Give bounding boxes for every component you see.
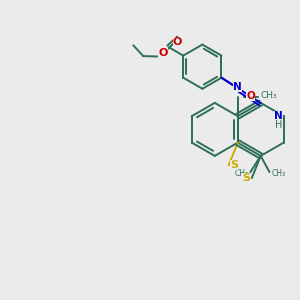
Text: O: O [173,37,182,47]
Text: O: O [247,91,255,100]
Text: CH₃: CH₃ [271,169,285,178]
Text: S: S [242,173,250,183]
Text: H: H [274,120,282,130]
Text: N: N [274,111,283,121]
Text: CH₃: CH₃ [260,91,277,100]
Text: N: N [233,82,242,92]
Text: O: O [158,48,168,58]
Text: CH₃: CH₃ [235,169,249,178]
Text: S: S [230,160,238,170]
